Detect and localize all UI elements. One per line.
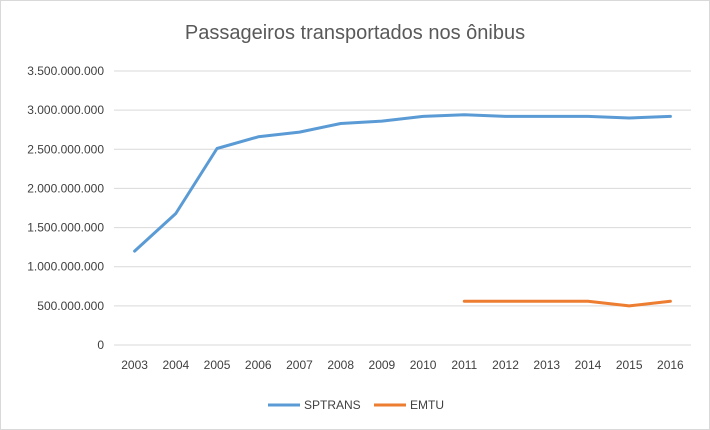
x-tick-label: 2003: [121, 358, 148, 372]
y-axis-tick-labels: 0 500.000.000 1.000.000.000 1.500.000.000 2.…: [27, 64, 104, 352]
series-lines: [133, 113, 672, 308]
y-tick-label: 2.500.000.000: [27, 142, 104, 156]
legend: SPTRANS EMTU: [268, 398, 444, 412]
x-tick-label: 2011: [451, 358, 477, 372]
y-tick-label: 1.000.000.000: [27, 260, 104, 274]
x-tick-label: 2013: [533, 358, 560, 372]
x-tick-label: 2014: [575, 358, 602, 372]
x-tick-label: 2008: [327, 358, 354, 372]
y-tick-label: 3.000.000.000: [27, 103, 104, 117]
x-tick-label: 2005: [204, 358, 231, 372]
y-tick-label: 0: [97, 338, 104, 352]
x-tick-label: 2009: [369, 358, 396, 372]
x-tick-label: 2010: [410, 358, 437, 372]
x-tick-label: 2015: [616, 358, 643, 372]
legend-label: SPTRANS: [304, 398, 361, 412]
x-tick-label: 2012: [492, 358, 519, 372]
x-tick-label: 2006: [245, 358, 272, 372]
x-axis-tick-labels: 2003 2004 2005 2006 2007 2008 2009 2010 2011 2012…: [121, 358, 684, 372]
legend-label: EMTU: [410, 398, 444, 412]
y-tick-label: 500.000.000: [37, 299, 104, 313]
x-tick-label: 2004: [162, 358, 189, 372]
series-line-emtu: [462, 299, 672, 308]
gridlines: [114, 70, 691, 346]
y-tick-label: 1.500.000.000: [27, 221, 104, 235]
y-tick-label: 2.000.000.000: [27, 181, 104, 195]
chart-title: Passageiros transportados nos ônibus: [185, 22, 525, 44]
y-tick-label: 3.500.000.000: [27, 64, 104, 78]
x-tick-label: 2016: [657, 358, 684, 372]
x-tick-label: 2007: [286, 358, 313, 372]
series-line-sptrans: [133, 113, 672, 253]
